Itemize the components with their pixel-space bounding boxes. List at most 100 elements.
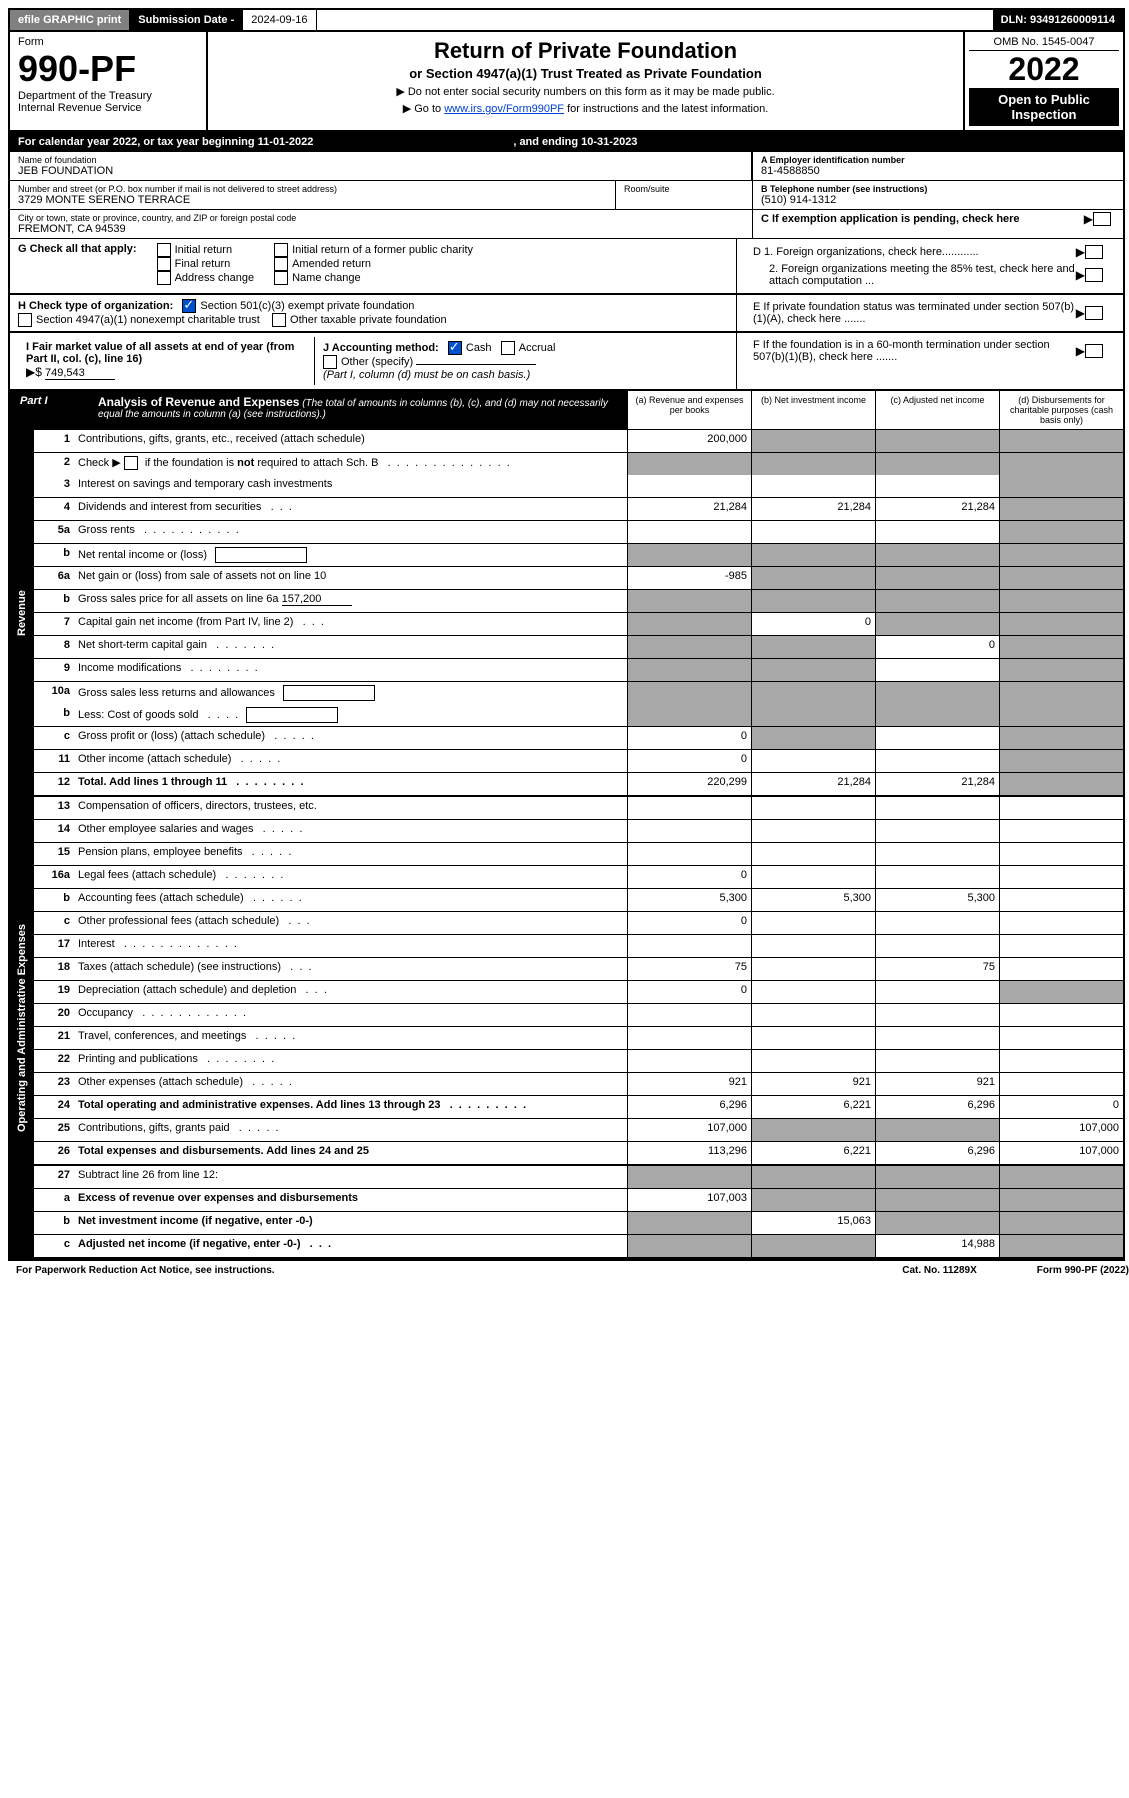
r20-d [999,1004,1123,1026]
r12-a: 220,299 [627,773,751,795]
r23-desc: Other expenses (attach schedule) . . . .… [74,1073,627,1095]
r5b-num: b [34,544,74,566]
r10a-num: 10a [34,682,74,704]
r24-d: 0 [999,1096,1123,1118]
calendar-year-row: For calendar year 2022, or tax year begi… [10,132,1123,152]
r10b-b [751,704,875,726]
header-mid: Return of Private Foundation or Section … [208,32,965,130]
r16a-num: 16a [34,866,74,888]
efile-button[interactable]: efile GRAPHIC print [10,10,130,30]
e-checkbox[interactable] [1085,306,1103,320]
r9-c [875,659,999,681]
r25-num: 25 [34,1119,74,1141]
r18-d [999,958,1123,980]
r6a-a: -985 [627,567,751,589]
r15-b [751,843,875,865]
r21-desc: Travel, conferences, and meetings . . . … [74,1027,627,1049]
foundation-name: JEB FOUNDATION [18,165,743,177]
g4-checkbox[interactable] [274,243,288,257]
h2-checkbox[interactable] [18,313,32,327]
r2-desc: Check ▶ if the foundation is not require… [74,453,627,475]
r16a-desc: Legal fees (attach schedule) . . . . . .… [74,866,627,888]
r2-checkbox[interactable] [124,456,138,470]
r1-c [875,430,999,452]
f-checkbox[interactable] [1085,344,1103,358]
r2-d [999,453,1123,475]
g6-checkbox[interactable] [274,271,288,285]
d2-checkbox[interactable] [1085,268,1103,282]
part1-header: Part I Analysis of Revenue and Expenses … [10,391,1123,430]
r19-num: 19 [34,981,74,1003]
r14-b [751,820,875,842]
r19-a: 0 [627,981,751,1003]
r12-num: 12 [34,773,74,795]
r22-num: 22 [34,1050,74,1072]
c-checkbox[interactable] [1093,212,1111,226]
j2-checkbox[interactable] [501,341,515,355]
g1-checkbox[interactable] [157,243,171,257]
r16c-num: c [34,912,74,934]
g2-checkbox[interactable] [157,257,171,271]
r9-desc: Income modifications . . . . . . . . [74,659,627,681]
r4-desc: Dividends and interest from securities .… [74,498,627,520]
r6a-c [875,567,999,589]
r15-desc: Pension plans, employee benefits . . . .… [74,843,627,865]
r6b-a [627,590,751,612]
j-section: J Accounting method: Cash Accrual Other … [314,337,728,385]
r10c-c [875,727,999,749]
r11-b [751,750,875,772]
r25-desc: Contributions, gifts, grants paid . . . … [74,1119,627,1141]
revenue-side-label: Revenue [10,430,34,797]
r11-c [875,750,999,772]
r10b-a [627,704,751,726]
r18-b [751,958,875,980]
r13-b [751,797,875,819]
r27b-b: 15,063 [751,1212,875,1234]
r7-c [875,613,999,635]
r16c-b [751,912,875,934]
r5b-desc: Net rental income or (loss) [74,544,627,566]
r4-a: 21,284 [627,498,751,520]
f-section: F If the foundation is in a 60-month ter… [737,333,1123,389]
r13-d [999,797,1123,819]
r27a-d [999,1189,1123,1211]
r24-desc: Total operating and administrative expen… [74,1096,627,1118]
col-c-header: (c) Adjusted net income [875,391,999,429]
j1-checkbox[interactable] [448,341,462,355]
city-label: City or town, state or province, country… [18,213,744,223]
r16b-num: b [34,889,74,911]
info-right: A Employer identification number 81-4588… [753,152,1123,238]
expenses-rows: 13Compensation of officers, directors, t… [34,797,1123,1259]
r24-a: 6,296 [627,1096,751,1118]
h1-checkbox[interactable] [182,299,196,313]
r27b-a [627,1212,751,1234]
col-a-header: (a) Revenue and expenses per books [627,391,751,429]
r24-num: 24 [34,1096,74,1118]
h1-text: Section 501(c)(3) exempt private foundat… [200,300,414,312]
r16a-a: 0 [627,866,751,888]
d1-checkbox[interactable] [1085,245,1103,259]
ein-cell: A Employer identification number 81-4588… [753,152,1123,181]
h-section: H Check type of organization: Section 50… [10,295,737,331]
r17-c [875,935,999,957]
g3-text: Address change [175,272,255,284]
r15-c [875,843,999,865]
h2-text: Section 4947(a)(1) nonexempt charitable … [36,314,260,326]
arrow-icon: ▶ [1076,268,1085,282]
r14-desc: Other employee salaries and wages . . . … [74,820,627,842]
form-title: Return of Private Foundation [214,38,957,64]
r16b-c: 5,300 [875,889,999,911]
arrow-icon: ▶ [1076,245,1085,259]
g5-checkbox[interactable] [274,257,288,271]
r13-c [875,797,999,819]
j3-checkbox[interactable] [323,355,337,369]
r5b-box [215,547,307,563]
form-link[interactable]: www.irs.gov/Form990PF [444,103,564,115]
g3-checkbox[interactable] [157,271,171,285]
r3-c [875,475,999,497]
ein-label: A Employer identification number [761,155,1115,165]
h3-checkbox[interactable] [272,313,286,327]
r9-b [751,659,875,681]
r20-a [627,1004,751,1026]
r15-d [999,843,1123,865]
